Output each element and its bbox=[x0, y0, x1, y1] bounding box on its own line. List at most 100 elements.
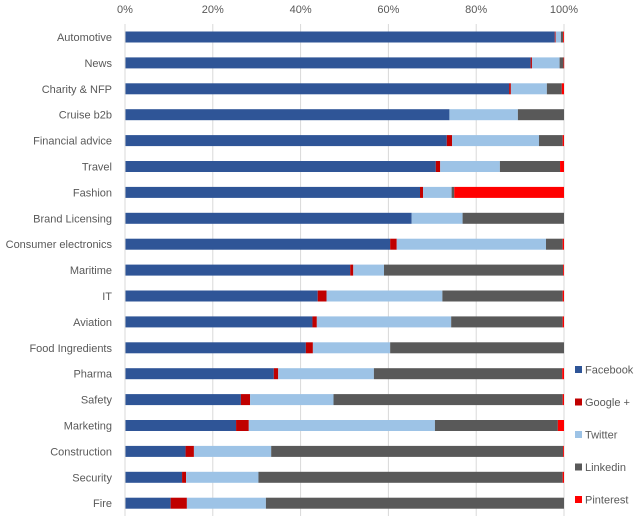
bar-segment-google bbox=[170, 497, 187, 509]
bar-segment-twitter bbox=[248, 420, 435, 431]
bar-segment-facebook bbox=[125, 135, 447, 147]
bar-segment-linkedin bbox=[373, 368, 563, 380]
bar-segment-pinterest bbox=[562, 290, 564, 302]
bar-segment-twitter bbox=[186, 471, 259, 483]
bar-segment-facebook bbox=[125, 186, 421, 198]
category-label: Safety bbox=[81, 395, 113, 407]
bar-segment-twitter bbox=[452, 135, 539, 147]
legend-label: Twitter bbox=[585, 430, 618, 442]
bar-segment-facebook bbox=[125, 368, 274, 380]
bar-segment-twitter bbox=[440, 161, 500, 172]
bar-segment-google bbox=[554, 31, 556, 43]
bar-row bbox=[125, 264, 564, 276]
bar-segment-linkedin bbox=[333, 394, 563, 406]
bar-segment-linkedin bbox=[258, 471, 563, 483]
bar-segment-google bbox=[185, 445, 194, 457]
bar-segment-pinterest bbox=[562, 368, 564, 380]
bar-segment-twitter bbox=[250, 394, 334, 406]
bar-segment-pinterest bbox=[563, 264, 564, 276]
legend-label: Facebook bbox=[585, 365, 634, 377]
bar-segment-google bbox=[182, 471, 187, 483]
category-label: Security bbox=[72, 472, 112, 484]
legend: Facebook Google + Twitter Linkedin Pinterest bbox=[575, 365, 634, 507]
bar-row bbox=[125, 57, 565, 69]
category-label: IT bbox=[102, 291, 112, 303]
category-label: Food Ingredients bbox=[29, 343, 112, 355]
legend-item: Pinterest bbox=[575, 495, 628, 507]
bar-segment-twitter bbox=[449, 109, 518, 121]
bar-segment-facebook bbox=[125, 264, 351, 276]
bar-segment-linkedin bbox=[390, 342, 564, 354]
bar-segment-twitter bbox=[353, 264, 385, 276]
legend-item: Facebook bbox=[575, 365, 634, 377]
category-label: Travel bbox=[82, 162, 112, 174]
bar-segment-facebook bbox=[125, 290, 318, 302]
bar-segment-linkedin bbox=[265, 497, 564, 509]
bar-row bbox=[125, 394, 564, 406]
bar-row bbox=[125, 135, 564, 147]
category-label: Financial advice bbox=[33, 136, 112, 148]
bar-segment-linkedin bbox=[442, 290, 563, 302]
bar-segment-pinterest bbox=[561, 83, 564, 95]
bar-segment-twitter bbox=[278, 368, 374, 380]
x-tick-label: 20% bbox=[202, 4, 224, 16]
bar-segment-linkedin bbox=[546, 238, 563, 250]
category-label: Cruise b2b bbox=[59, 110, 112, 122]
bar-row bbox=[125, 109, 564, 121]
bar-row bbox=[125, 471, 564, 483]
x-tick-label: 0% bbox=[117, 4, 133, 16]
legend-swatch bbox=[575, 366, 582, 373]
bar-row bbox=[125, 238, 564, 250]
category-label: Construction bbox=[50, 446, 112, 458]
bar-segment-google bbox=[317, 290, 327, 302]
bar-segment-linkedin bbox=[451, 316, 563, 328]
bar-row bbox=[125, 445, 564, 457]
bar-row bbox=[125, 316, 564, 328]
bar-row bbox=[125, 342, 564, 354]
bar-segment-linkedin bbox=[546, 83, 562, 95]
bar-segment-pinterest bbox=[563, 31, 564, 43]
bar-segment-twitter bbox=[531, 57, 560, 69]
category-label: Marketing bbox=[64, 421, 112, 433]
bar-segment-google bbox=[509, 83, 511, 95]
bar-segment-twitter bbox=[193, 445, 272, 457]
bar-segment-facebook bbox=[125, 57, 531, 69]
bar-segment-pinterest bbox=[454, 186, 564, 198]
legend-swatch bbox=[575, 431, 582, 438]
bar-segment-google bbox=[420, 186, 424, 198]
bar-segment-twitter bbox=[186, 497, 266, 509]
bar-segment-facebook bbox=[125, 497, 171, 509]
x-tick-label: 60% bbox=[377, 4, 399, 16]
legend-swatch bbox=[575, 496, 582, 503]
category-label: Fire bbox=[93, 498, 112, 510]
bar-segment-pinterest bbox=[562, 135, 564, 147]
bar-segment-google bbox=[446, 135, 453, 147]
bar-segment-linkedin bbox=[538, 135, 563, 147]
category-label: Consumer electronics bbox=[6, 239, 113, 251]
bar-segment-facebook bbox=[125, 471, 183, 483]
bar-row bbox=[125, 497, 564, 509]
bar-segment-linkedin bbox=[451, 186, 455, 198]
category-label: Charity & NFP bbox=[42, 84, 112, 96]
bar-segment-twitter bbox=[312, 342, 391, 354]
bar-segment-facebook bbox=[125, 316, 313, 328]
bar-segment-twitter bbox=[423, 186, 452, 198]
bar-segment-pinterest bbox=[562, 238, 564, 250]
bar-segment-facebook bbox=[125, 238, 391, 250]
bar-row bbox=[125, 186, 564, 198]
bar-segment-twitter bbox=[316, 316, 452, 328]
bar-segment-google bbox=[240, 394, 251, 406]
x-tick-label: 80% bbox=[465, 4, 487, 16]
bar-segment-google bbox=[390, 238, 397, 250]
legend-item: Linkedin bbox=[575, 462, 626, 474]
bar-segment-pinterest bbox=[562, 394, 564, 406]
legend-label: Linkedin bbox=[585, 462, 626, 474]
category-label: News bbox=[84, 58, 112, 70]
bar-segment-facebook bbox=[125, 394, 241, 406]
bar-segment-google bbox=[350, 264, 354, 276]
bar-row bbox=[125, 83, 564, 95]
bar-segment-linkedin bbox=[499, 161, 561, 172]
bars bbox=[125, 31, 565, 509]
legend-label: Pinterest bbox=[585, 495, 628, 507]
x-axis-ticks: 0% 20% 40% 60% 80% 100% bbox=[117, 4, 578, 16]
